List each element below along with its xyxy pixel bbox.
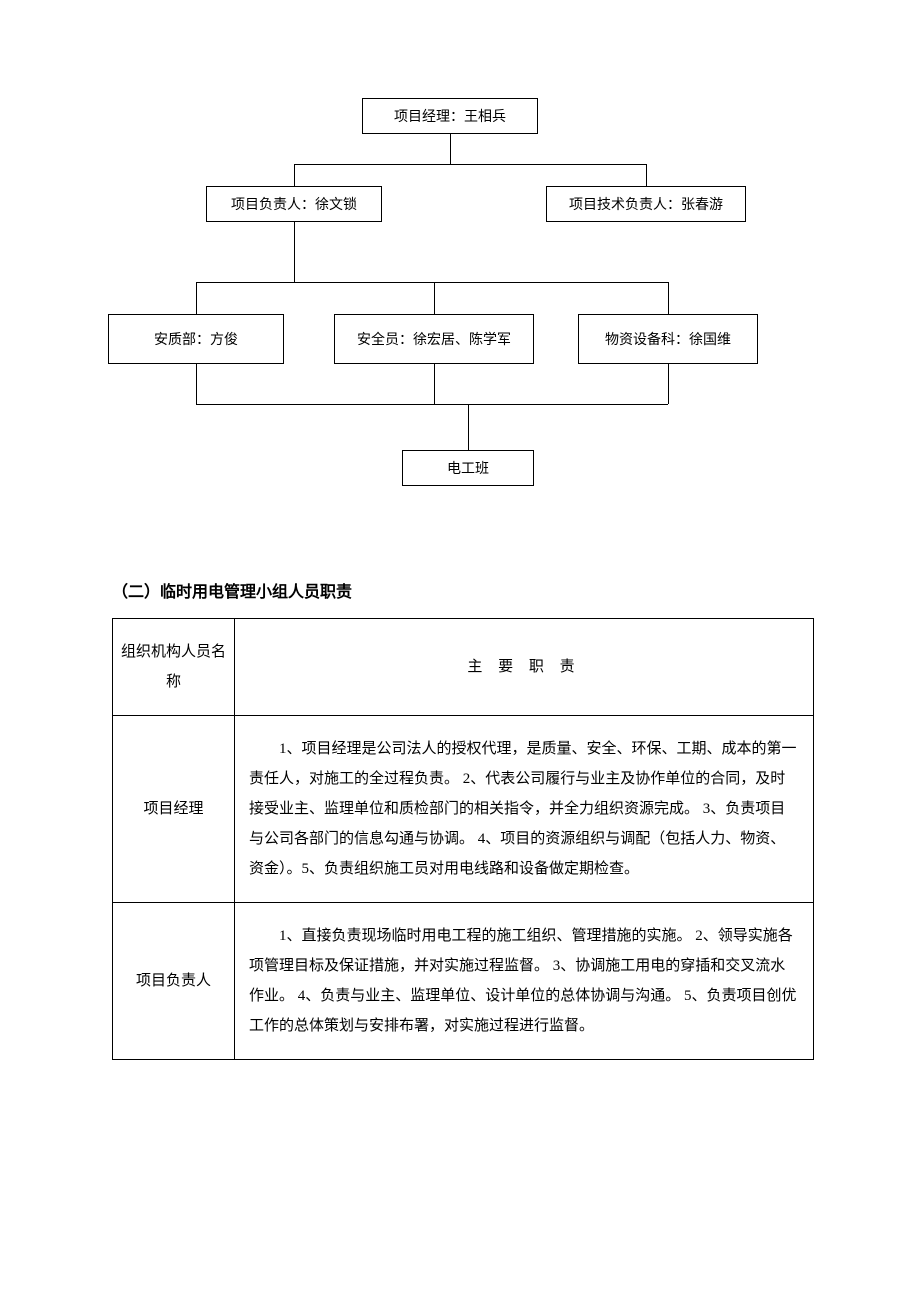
node-label: 电工班 [447,458,489,478]
node-label: 项目技术负责人：张春游 [569,194,723,214]
edge [646,164,647,186]
node-project-lead: 项目负责人：徐文锁 [206,186,382,222]
node-materials-dept: 物资设备科：徐国维 [578,314,758,364]
node-label: 安质部：方俊 [154,329,238,349]
header-cell-role: 组织机构人员名称 [113,619,235,716]
section-heading: （二）临时用电管理小组人员职责 [112,578,352,602]
edge [468,404,469,450]
node-label: 项目经理：王相兵 [394,106,506,126]
node-safety-officer: 安全员：徐宏居、陈学军 [334,314,534,364]
header-cell-duty: 主 要 职 责 [235,619,814,716]
node-label: 安全员：徐宏居、陈学军 [357,329,511,349]
org-chart: 项目经理：王相兵 项目负责人：徐文锁 项目技术负责人：张春游 安质部：方俊 安全… [108,98,818,528]
edge [434,282,435,314]
edge [196,364,197,404]
edge [294,164,646,165]
cell-duty: 1、直接负责现场临时用电工程的施工组织、管理措施的实施。 2、领导实施各项管理目… [235,903,814,1060]
node-label: 项目负责人：徐文锁 [231,194,357,214]
table-header-row: 组织机构人员名称 主 要 职 责 [113,619,814,716]
cell-role: 项目经理 [113,716,235,903]
edge [294,164,295,186]
node-quality-dept: 安质部：方俊 [108,314,284,364]
table-row: 项目负责人 1、直接负责现场临时用电工程的施工组织、管理措施的实施。 2、领导实… [113,903,814,1060]
edge [450,134,451,164]
duties-table: 组织机构人员名称 主 要 职 责 项目经理 1、项目经理是公司法人的授权代理，是… [112,618,814,1060]
node-tech-lead: 项目技术负责人：张春游 [546,186,746,222]
edge [196,404,668,405]
edge [434,364,435,404]
node-project-manager: 项目经理：王相兵 [362,98,538,134]
edge [668,364,669,404]
edge [196,282,668,283]
cell-role: 项目负责人 [113,903,235,1060]
cell-duty: 1、项目经理是公司法人的授权代理，是质量、安全、环保、工期、成本的第一责任人，对… [235,716,814,903]
node-electrician-team: 电工班 [402,450,534,486]
edge [294,222,295,282]
node-label: 物资设备科：徐国维 [605,329,731,349]
edge [196,282,197,314]
table-row: 项目经理 1、项目经理是公司法人的授权代理，是质量、安全、环保、工期、成本的第一… [113,716,814,903]
edge [668,282,669,314]
